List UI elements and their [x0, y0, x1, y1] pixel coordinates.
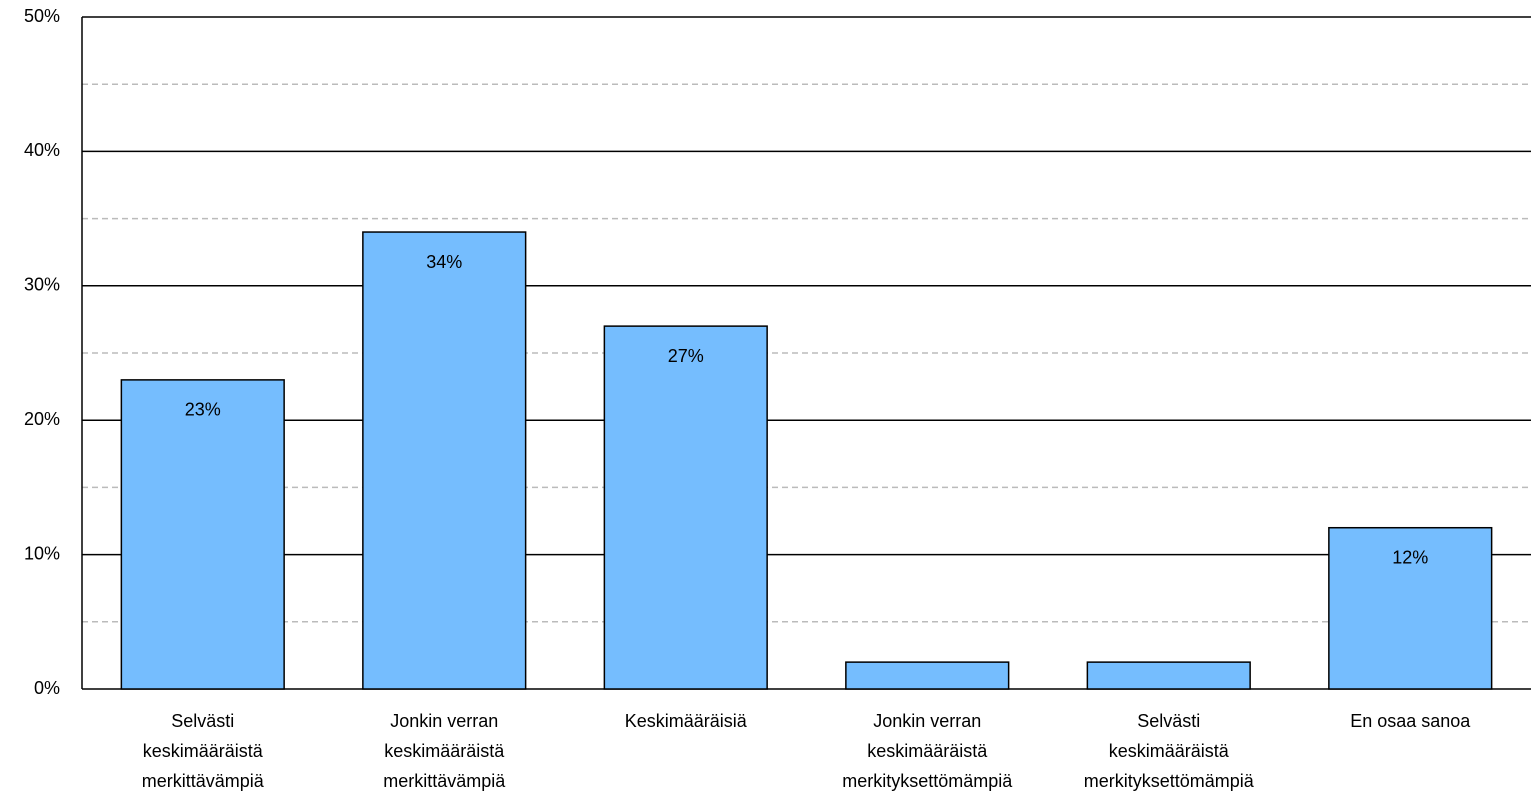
x-tick-label: Jonkin verran keskimääräistä merkitykset…: [842, 711, 1013, 791]
bar: [603, 325, 768, 690]
bar: [120, 379, 285, 690]
data-label: 12%: [1392, 547, 1428, 567]
data-label: 27%: [668, 346, 704, 366]
y-tick-label: 30%: [24, 275, 60, 295]
y-tick-label: 0%: [34, 678, 60, 698]
y-tick-label: 50%: [24, 6, 60, 26]
data-label: 23%: [185, 400, 221, 420]
x-tick-label: En osaa sanoa: [1350, 711, 1471, 731]
x-tick-label: Keskimääräisiä: [624, 711, 747, 731]
x-tick-label: Selvästi keskimääräistä merkityksettömäm…: [1083, 711, 1254, 791]
bar: [362, 231, 527, 690]
y-tick-label: 10%: [24, 543, 60, 563]
x-tick-label: Selvästi keskimääräistä merkittävämpiä: [141, 711, 264, 791]
bar: [1086, 661, 1251, 690]
bar: [845, 661, 1010, 690]
data-label: 34%: [426, 252, 462, 272]
y-tick-label: 40%: [24, 140, 60, 160]
x-tick-label: Jonkin verran keskimääräistä merkittäväm…: [383, 711, 506, 791]
y-tick-label: 20%: [24, 409, 60, 429]
bar: [1328, 526, 1493, 690]
